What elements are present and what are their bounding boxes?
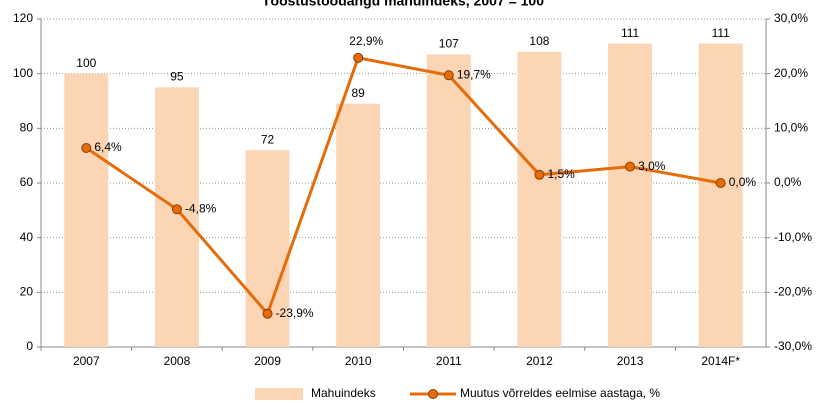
line-marker: [262, 308, 273, 319]
line-label: 0,0%: [729, 175, 757, 189]
line-label: 19,7%: [457, 67, 491, 81]
line-marker: [171, 204, 182, 215]
legend-label: Muutus võrreldes eelmise aastaga, %: [460, 386, 660, 400]
line: [85, 56, 721, 317]
bar-label: 100: [76, 56, 96, 70]
bar-label: 107: [439, 37, 459, 51]
bar: [608, 43, 653, 347]
bar-label: 111: [621, 26, 640, 40]
y2-tick-label: 20,0%: [774, 66, 808, 80]
chart-title: Tööstustoodangu mahuindeks, 2007 = 100: [262, 0, 544, 9]
line-marker: [353, 52, 364, 63]
bar: [517, 51, 562, 348]
line-marker: [715, 178, 726, 188]
y-tick-label: 0: [26, 339, 33, 353]
legend-marker: [428, 389, 438, 399]
x-tick-label: 2009: [254, 354, 281, 368]
x-tick-label: 2010: [345, 354, 372, 368]
y-tick-label: 60: [20, 175, 34, 189]
line-label: -23,9%: [276, 306, 314, 320]
bar-label: 95: [170, 70, 184, 84]
y-tick-label: 40: [20, 230, 34, 244]
bar-label: 111: [712, 26, 731, 40]
y2-tick-label: 10,0%: [774, 121, 808, 135]
x-tick-label: 2008: [164, 354, 191, 368]
line-marker: [625, 161, 636, 172]
bar: [698, 43, 743, 347]
line-label: 6,4%: [94, 140, 122, 154]
bar: [336, 103, 381, 347]
y-tick-label: 80: [20, 121, 34, 135]
bar-label: 89: [352, 86, 366, 100]
line-label: 22,9%: [349, 34, 383, 48]
line-marker: [534, 169, 545, 180]
x-tick-label: 2012: [526, 354, 553, 368]
line-marker: [81, 143, 92, 154]
y2-tick-label: -30,0%: [774, 339, 812, 353]
x-tick-label: 2013: [617, 354, 644, 368]
line-label: 1,5%: [547, 167, 575, 181]
bar-label: 72: [261, 132, 275, 146]
x-tick-label: 2007: [73, 354, 100, 368]
x-tick-label: 2014F*: [701, 354, 740, 368]
y2-tick-label: 0,0%: [774, 175, 802, 189]
y-tick-label: 20: [20, 285, 34, 299]
legend-label: Mahuindeks: [311, 386, 376, 400]
y-tick-label: 100: [13, 66, 33, 80]
line-label: -4,8%: [185, 201, 217, 215]
bar: [64, 73, 109, 348]
legend-swatch: [255, 388, 303, 400]
bar-label: 108: [529, 34, 549, 48]
bar: [154, 87, 199, 347]
y2-tick-label: -10,0%: [774, 230, 812, 244]
line-marker: [443, 70, 454, 81]
y-tick-label: 120: [13, 11, 33, 25]
x-tick-label: 2011: [436, 354, 462, 368]
bar: [426, 54, 471, 348]
y2-tick-label: -20,0%: [774, 285, 812, 299]
y2-tick-label: 30,0%: [774, 11, 808, 25]
line-label: 3,0%: [638, 159, 666, 173]
